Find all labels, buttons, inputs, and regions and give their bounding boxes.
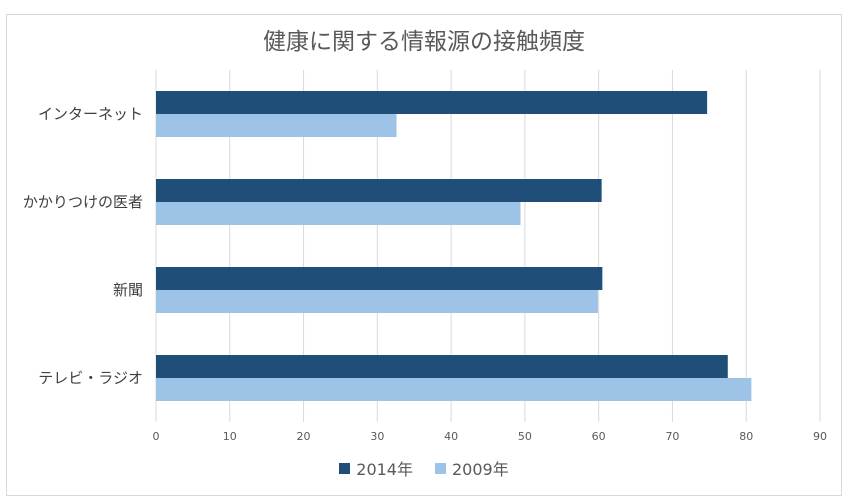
bar-2014 [156,179,602,202]
chart-title: 健康に関する情報源の接触頻度 [263,29,585,55]
bars [156,91,752,401]
x-tick-label: 20 [297,430,311,443]
x-tick-label: 90 [813,430,827,443]
category-label: テレビ・ラジオ [38,369,143,387]
bar-2009 [156,202,521,225]
category-label: かかりつけの医者 [23,193,143,211]
legend-label-2014: 2014年 [356,460,413,479]
x-tick-label: 10 [223,430,237,443]
x-tick-label: 30 [370,430,384,443]
bar-2014 [156,91,708,114]
x-tick-label: 0 [153,430,160,443]
bar-2014 [156,267,603,290]
category-label: 新聞 [113,281,143,299]
bar-2009 [156,290,598,313]
bar-2009 [156,114,397,137]
x-tick-label: 50 [518,430,532,443]
bar-2014 [156,355,728,378]
legend: 2014年 2009年 [0,456,848,480]
legend-item-2009: 2009年 [435,456,509,480]
x-tick-label: 80 [739,430,753,443]
legend-label-2009: 2009年 [452,460,509,479]
x-tick-label: 70 [665,430,679,443]
legend-swatch-2014 [339,462,351,474]
x-tick-labels: 0 10 20 30 40 50 60 70 80 90 [153,430,828,443]
bar-2009 [156,378,752,401]
legend-item-2014: 2014年 [339,456,413,480]
legend-swatch-2009 [435,462,446,474]
x-tick-label: 60 [592,430,606,443]
x-tick-label: 40 [444,430,458,443]
category-label: インターネット [38,105,143,123]
